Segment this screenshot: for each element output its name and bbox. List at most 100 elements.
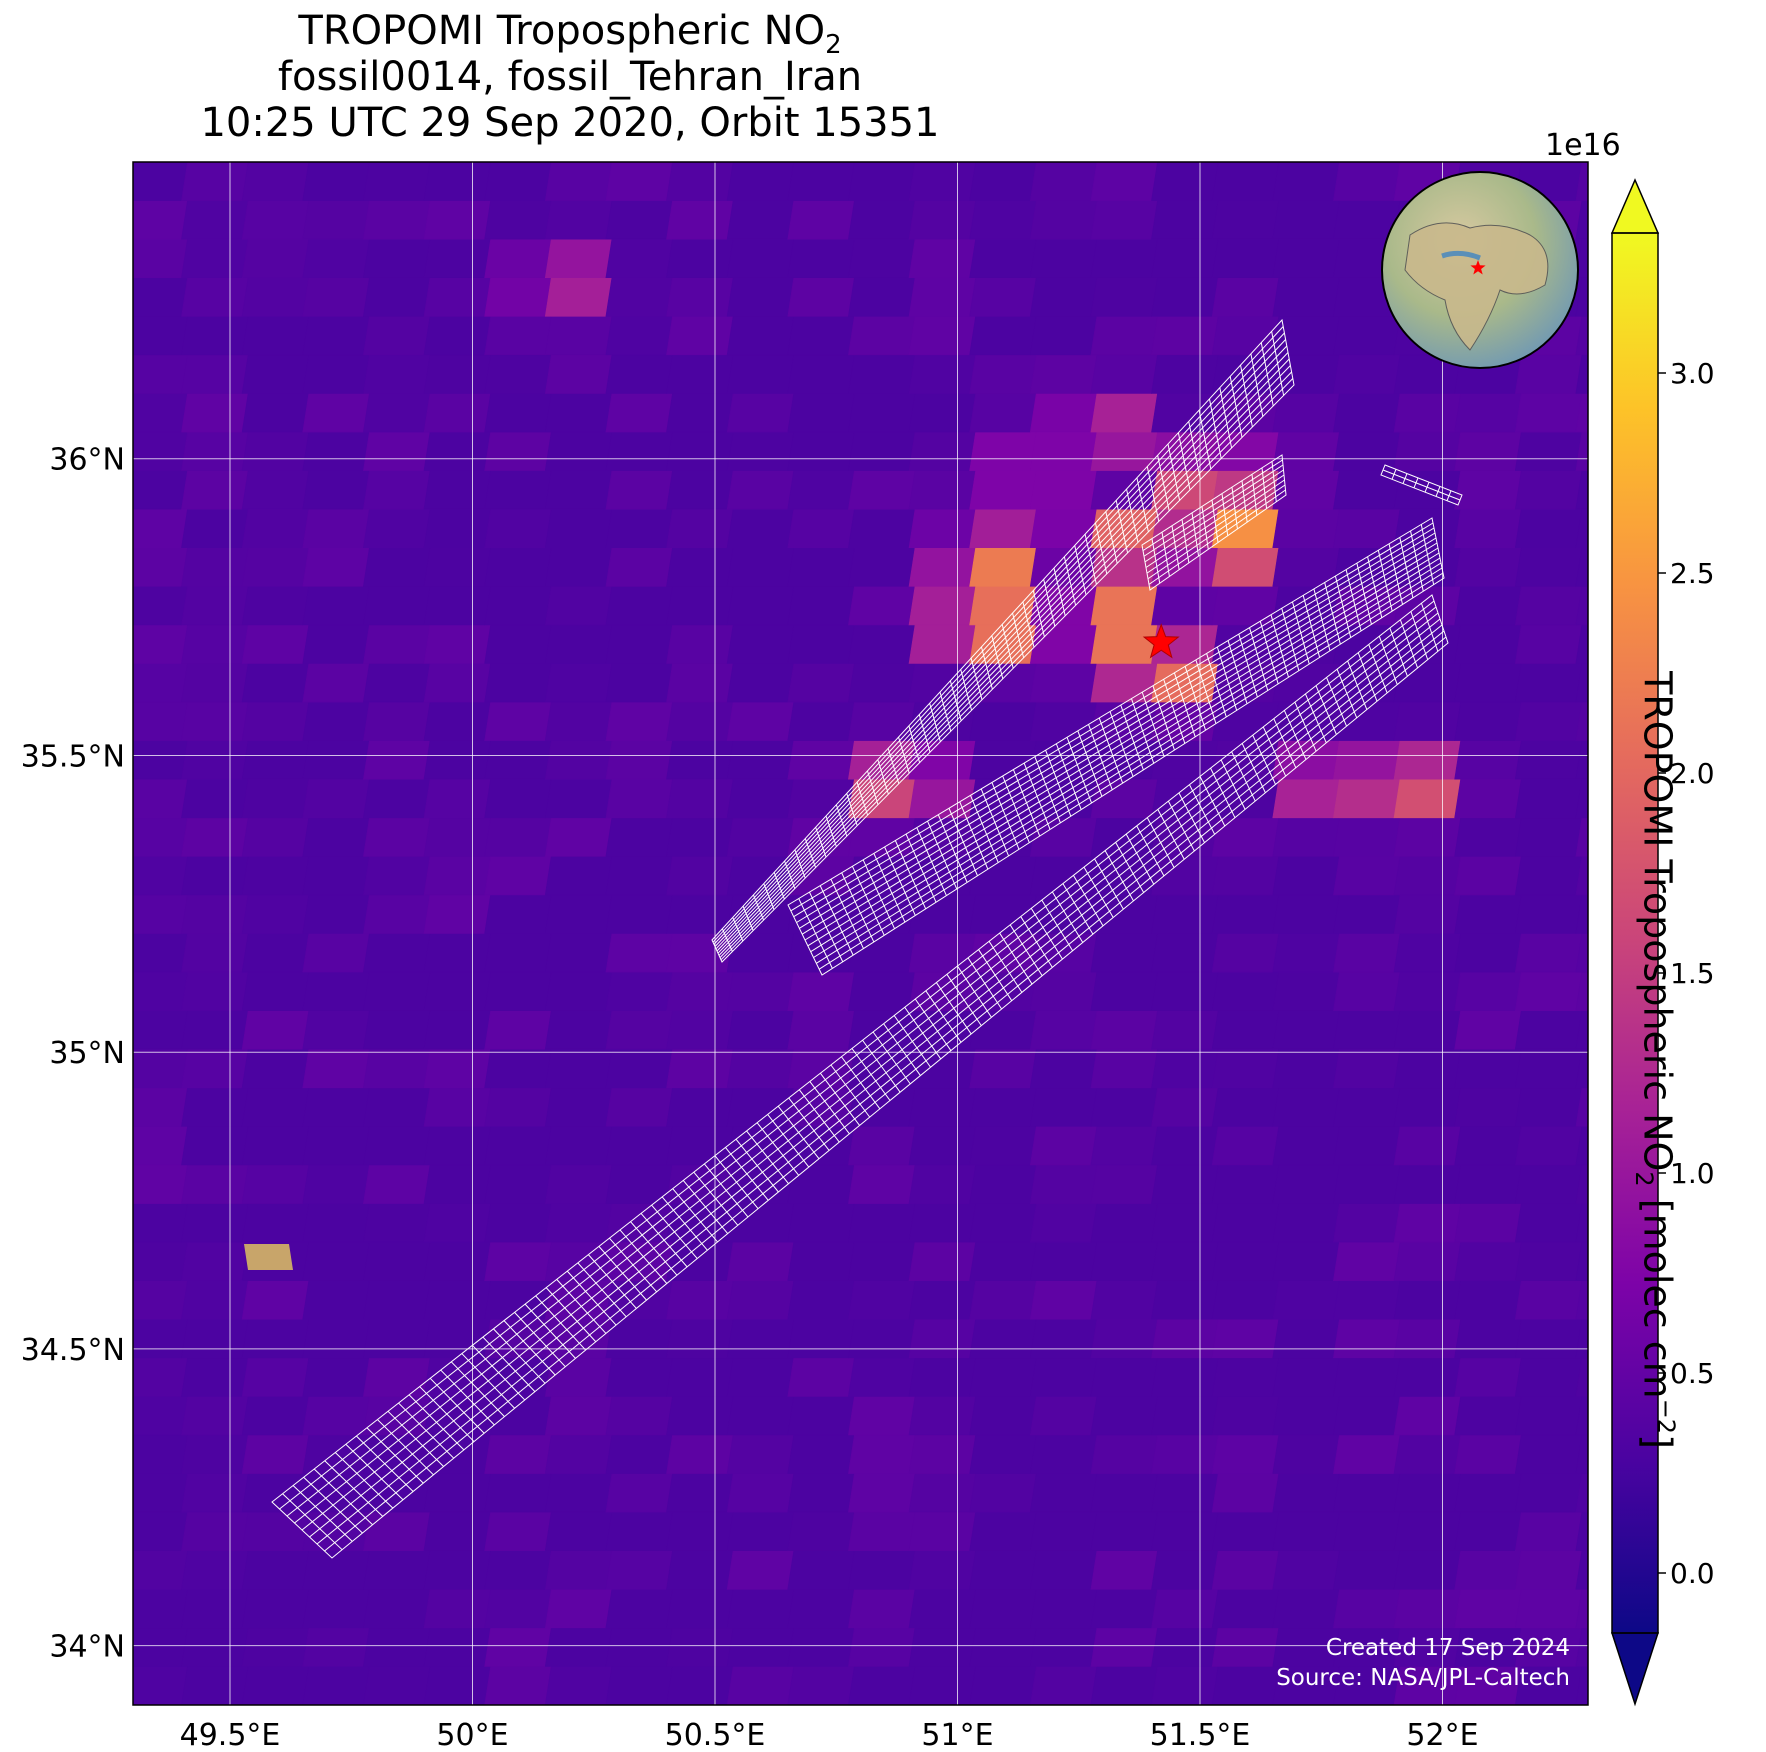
no2-pixel [1393, 1241, 1461, 1281]
no2-pixel [848, 1627, 916, 1667]
no2-pixel [1090, 933, 1158, 973]
no2-pixel [484, 1627, 552, 1667]
no2-pixel [1151, 162, 1219, 201]
no2-pixel [1514, 1241, 1583, 1281]
no2-pixel [1454, 740, 1522, 780]
no2-pixel [1514, 1164, 1583, 1204]
no2-pixel [302, 1434, 370, 1474]
no2-pixel [181, 470, 249, 510]
no2-pixel [424, 85, 491, 124]
no2-pixel [1454, 547, 1522, 587]
no2-pixel [181, 1666, 249, 1705]
no2-pixel [363, 624, 431, 664]
no2-pixel [969, 1550, 1037, 1590]
no2-pixel [1575, 1203, 1588, 1243]
no2-pixel [484, 431, 552, 471]
no2-pixel [605, 508, 673, 549]
no2-pixel [363, 1010, 431, 1050]
no2-pixel [241, 778, 310, 819]
no2-pixel [1575, 1666, 1588, 1705]
swath-line [801, 542, 1438, 935]
no2-pixel [1029, 624, 1098, 664]
lon-tick-label: 49.5°E [180, 1718, 281, 1752]
no2-pixel [969, 701, 1037, 741]
no2-pixel [969, 1666, 1037, 1705]
no2-pixel [1151, 933, 1219, 973]
no2-pixel [544, 1666, 613, 1705]
no2-pixel [908, 1126, 976, 1166]
no2-pixel [484, 1126, 552, 1166]
no2-pixel [1575, 1241, 1588, 1281]
no2-pixel [1575, 470, 1588, 510]
no2-pixel [1514, 1280, 1583, 1320]
no2-pixel [363, 470, 431, 510]
no2-pixel [1091, 85, 1158, 124]
no2-pixel [1272, 1203, 1340, 1243]
no2-pixel [133, 1627, 188, 1667]
swath-line [716, 352, 1289, 952]
no2-pixel [666, 431, 734, 471]
no2-pixel [484, 470, 552, 510]
no2-pixel [726, 393, 795, 433]
no2-pixel [1211, 1241, 1280, 1281]
no2-pixel [1029, 1241, 1098, 1281]
no2-pixel [423, 238, 491, 279]
no2-pixel [908, 1511, 976, 1551]
no2-pixel [1151, 1087, 1219, 1127]
no2-pixel [1272, 971, 1340, 1011]
no2-pixel [302, 431, 370, 471]
no2-pixel [181, 856, 249, 896]
no2-pixel [544, 663, 613, 703]
no2-pixel [1514, 1550, 1583, 1590]
no2-pixel [605, 1473, 673, 1513]
no2-pixel [363, 85, 430, 124]
no2-pixel [666, 1550, 734, 1590]
no2-pixel [363, 1280, 431, 1320]
no2-pixel [1090, 1627, 1158, 1667]
no2-pixel [181, 1048, 249, 1089]
no2-pixel [133, 315, 188, 356]
no2-pixel [484, 1473, 552, 1513]
no2-pixel [848, 1434, 916, 1474]
no2-pixel [302, 1203, 370, 1243]
no2-pixel [423, 162, 485, 163]
no2-pixel [605, 971, 673, 1011]
no2-pixel [363, 1357, 431, 1397]
swath-outline [271, 594, 1449, 1559]
no2-pixel [60, 586, 127, 625]
no2-pixel [363, 740, 431, 780]
no2-pixel [544, 778, 613, 819]
no2-pixel [1514, 933, 1583, 973]
no2-pixel [544, 1550, 613, 1590]
no2-pixel [605, 1666, 673, 1705]
swath-line [720, 378, 1294, 961]
no2-pixel [848, 238, 916, 279]
no2-pixel [363, 1666, 431, 1705]
no2-pixel [1211, 277, 1280, 317]
swath-line [294, 612, 1439, 1524]
no2-pixel [1151, 1666, 1219, 1705]
no2-pixel [1272, 508, 1340, 549]
no2-pixel [484, 1048, 552, 1089]
no2-pixel [908, 547, 976, 587]
no2-pixel [133, 624, 188, 664]
no2-pixel [726, 1280, 795, 1320]
lon-tick-label: 50.5°E [665, 1718, 766, 1752]
no2-pixel [969, 1318, 1037, 1359]
no2-pixel [1151, 1473, 1219, 1513]
no2-pixel [363, 508, 431, 549]
no2-pixel [848, 971, 916, 1011]
no2-pixel [302, 933, 370, 973]
no2-pixel [544, 547, 613, 587]
swath-line [316, 630, 1445, 1545]
no2-pixel [1211, 817, 1280, 857]
no2-pixel [969, 277, 1037, 317]
no2-pixel [1152, 85, 1219, 124]
no2-pixel [848, 1588, 916, 1629]
no2-pixel [423, 933, 491, 973]
no2-pixel [1333, 1280, 1401, 1320]
no2-pixel [363, 315, 431, 356]
no2-pixel [787, 1280, 855, 1320]
no2-pixel [60, 1512, 127, 1551]
no2-pixel [970, 85, 1037, 124]
